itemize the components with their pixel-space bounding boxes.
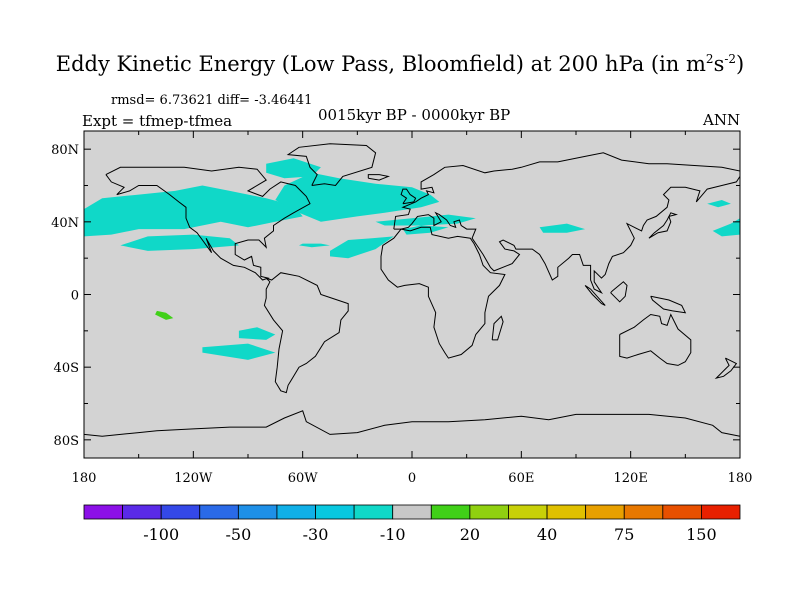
coastline-new-guinea <box>650 295 687 314</box>
season-label: ANN <box>703 111 741 129</box>
colorbar-label: 75 <box>614 525 634 544</box>
colorbar-box <box>199 504 239 520</box>
chart-title-sup1: 2 <box>705 52 714 66</box>
coastline-africa <box>380 226 506 359</box>
y-tick-label: 80S <box>54 434 79 449</box>
colorbar-box <box>508 504 548 520</box>
colorbar-box <box>122 504 162 520</box>
x-tick-label: 120W <box>174 471 213 486</box>
region-central-atlantic <box>402 225 449 235</box>
coastline-iceland <box>367 174 391 181</box>
colorbar-label: 40 <box>537 525 557 544</box>
coastline-australia <box>619 313 692 366</box>
x-tick-label: 0 <box>408 471 416 486</box>
coastline-japan <box>648 212 678 239</box>
coastlines <box>83 143 741 437</box>
chart-title-text: Eddy Kinetic Energy (Low Pass, Bloomfiel… <box>55 52 706 76</box>
colorbar-label: 150 <box>686 525 717 544</box>
colorbar-label: 20 <box>460 525 480 544</box>
colorbar-box <box>392 504 432 520</box>
map-background <box>84 131 740 458</box>
colorbar-box <box>353 504 394 520</box>
axis-ticks: 180 120W 60W 0 60E 120E 180 80N 40N 0 40S 80S <box>51 131 752 486</box>
period-label: 0015kyr BP - 0000kyr BP <box>318 106 511 124</box>
colorbar-box <box>315 504 355 520</box>
colorbar-box <box>160 504 201 520</box>
colorbar-label: -30 <box>303 525 329 544</box>
region-south-pacific-upper <box>238 327 276 340</box>
colorbar: -100 -50 -30 -10 20 40 75 150 <box>83 504 741 544</box>
coastline-new-zealand <box>714 357 738 380</box>
y-tick-label: 0 <box>71 289 79 304</box>
y-tick-label: 40N <box>51 216 79 231</box>
y-tick-label: 40S <box>54 361 79 376</box>
coastline-uk <box>400 188 417 205</box>
coastline-south-america <box>263 272 349 394</box>
region-south-pacific-positive <box>155 310 174 320</box>
chart-title-sup2: -2 <box>724 52 737 66</box>
colorbar-box <box>546 504 587 520</box>
region-mediterranean <box>375 214 476 226</box>
x-tick-label: 180 <box>72 471 97 486</box>
chart-title: Eddy Kinetic Energy (Low Pass, Bloomfiel… <box>0 52 800 76</box>
region-central-asia <box>539 223 586 233</box>
coastline-borneo <box>610 281 628 303</box>
colorbar-box <box>276 504 316 520</box>
region-subtropical-atlantic <box>330 236 394 259</box>
coastline-sumatra <box>584 284 606 306</box>
chart-title-close: ) <box>736 52 745 76</box>
colorbar-box <box>662 504 702 520</box>
experiment-label: Expt = tfmep-tfmea <box>82 112 233 130</box>
colorbar-box <box>469 504 509 520</box>
colorbar-box <box>623 504 664 520</box>
coastline-madagascar <box>491 315 504 341</box>
coastline-greenland <box>286 143 377 187</box>
stats-label: rmsd= 6.73621 diff= -3.46441 <box>111 93 313 108</box>
region-north-pacific-band <box>84 185 303 237</box>
colorbar-label: -50 <box>226 525 252 544</box>
coastline-antarctica-edge <box>83 410 741 437</box>
colorbar-label: -100 <box>143 525 179 544</box>
x-tick-label: 60W <box>288 471 319 486</box>
chart-title-mid: s <box>713 52 725 76</box>
coastline-north-america <box>105 166 311 281</box>
y-tick-label: 80N <box>51 143 79 158</box>
region-northwest-pacific <box>712 218 740 237</box>
colorbar-label: -10 <box>380 525 406 544</box>
x-tick-label: 60E <box>508 471 534 486</box>
colorbar-box <box>701 504 741 520</box>
colorbar-box <box>430 504 471 520</box>
x-tick-label: 120E <box>614 471 648 486</box>
x-tick-label: 180 <box>728 471 753 486</box>
colorbar-box <box>237 504 278 520</box>
colorbar-box <box>585 504 625 520</box>
region-canada-arctic <box>266 158 321 179</box>
region-mid-atlantic-small <box>299 243 330 248</box>
region-south-pacific-lower <box>202 343 276 360</box>
colorbar-box <box>83 504 123 520</box>
coastline-eurasia <box>393 152 741 294</box>
region-kamchatka-pacific <box>707 200 731 208</box>
